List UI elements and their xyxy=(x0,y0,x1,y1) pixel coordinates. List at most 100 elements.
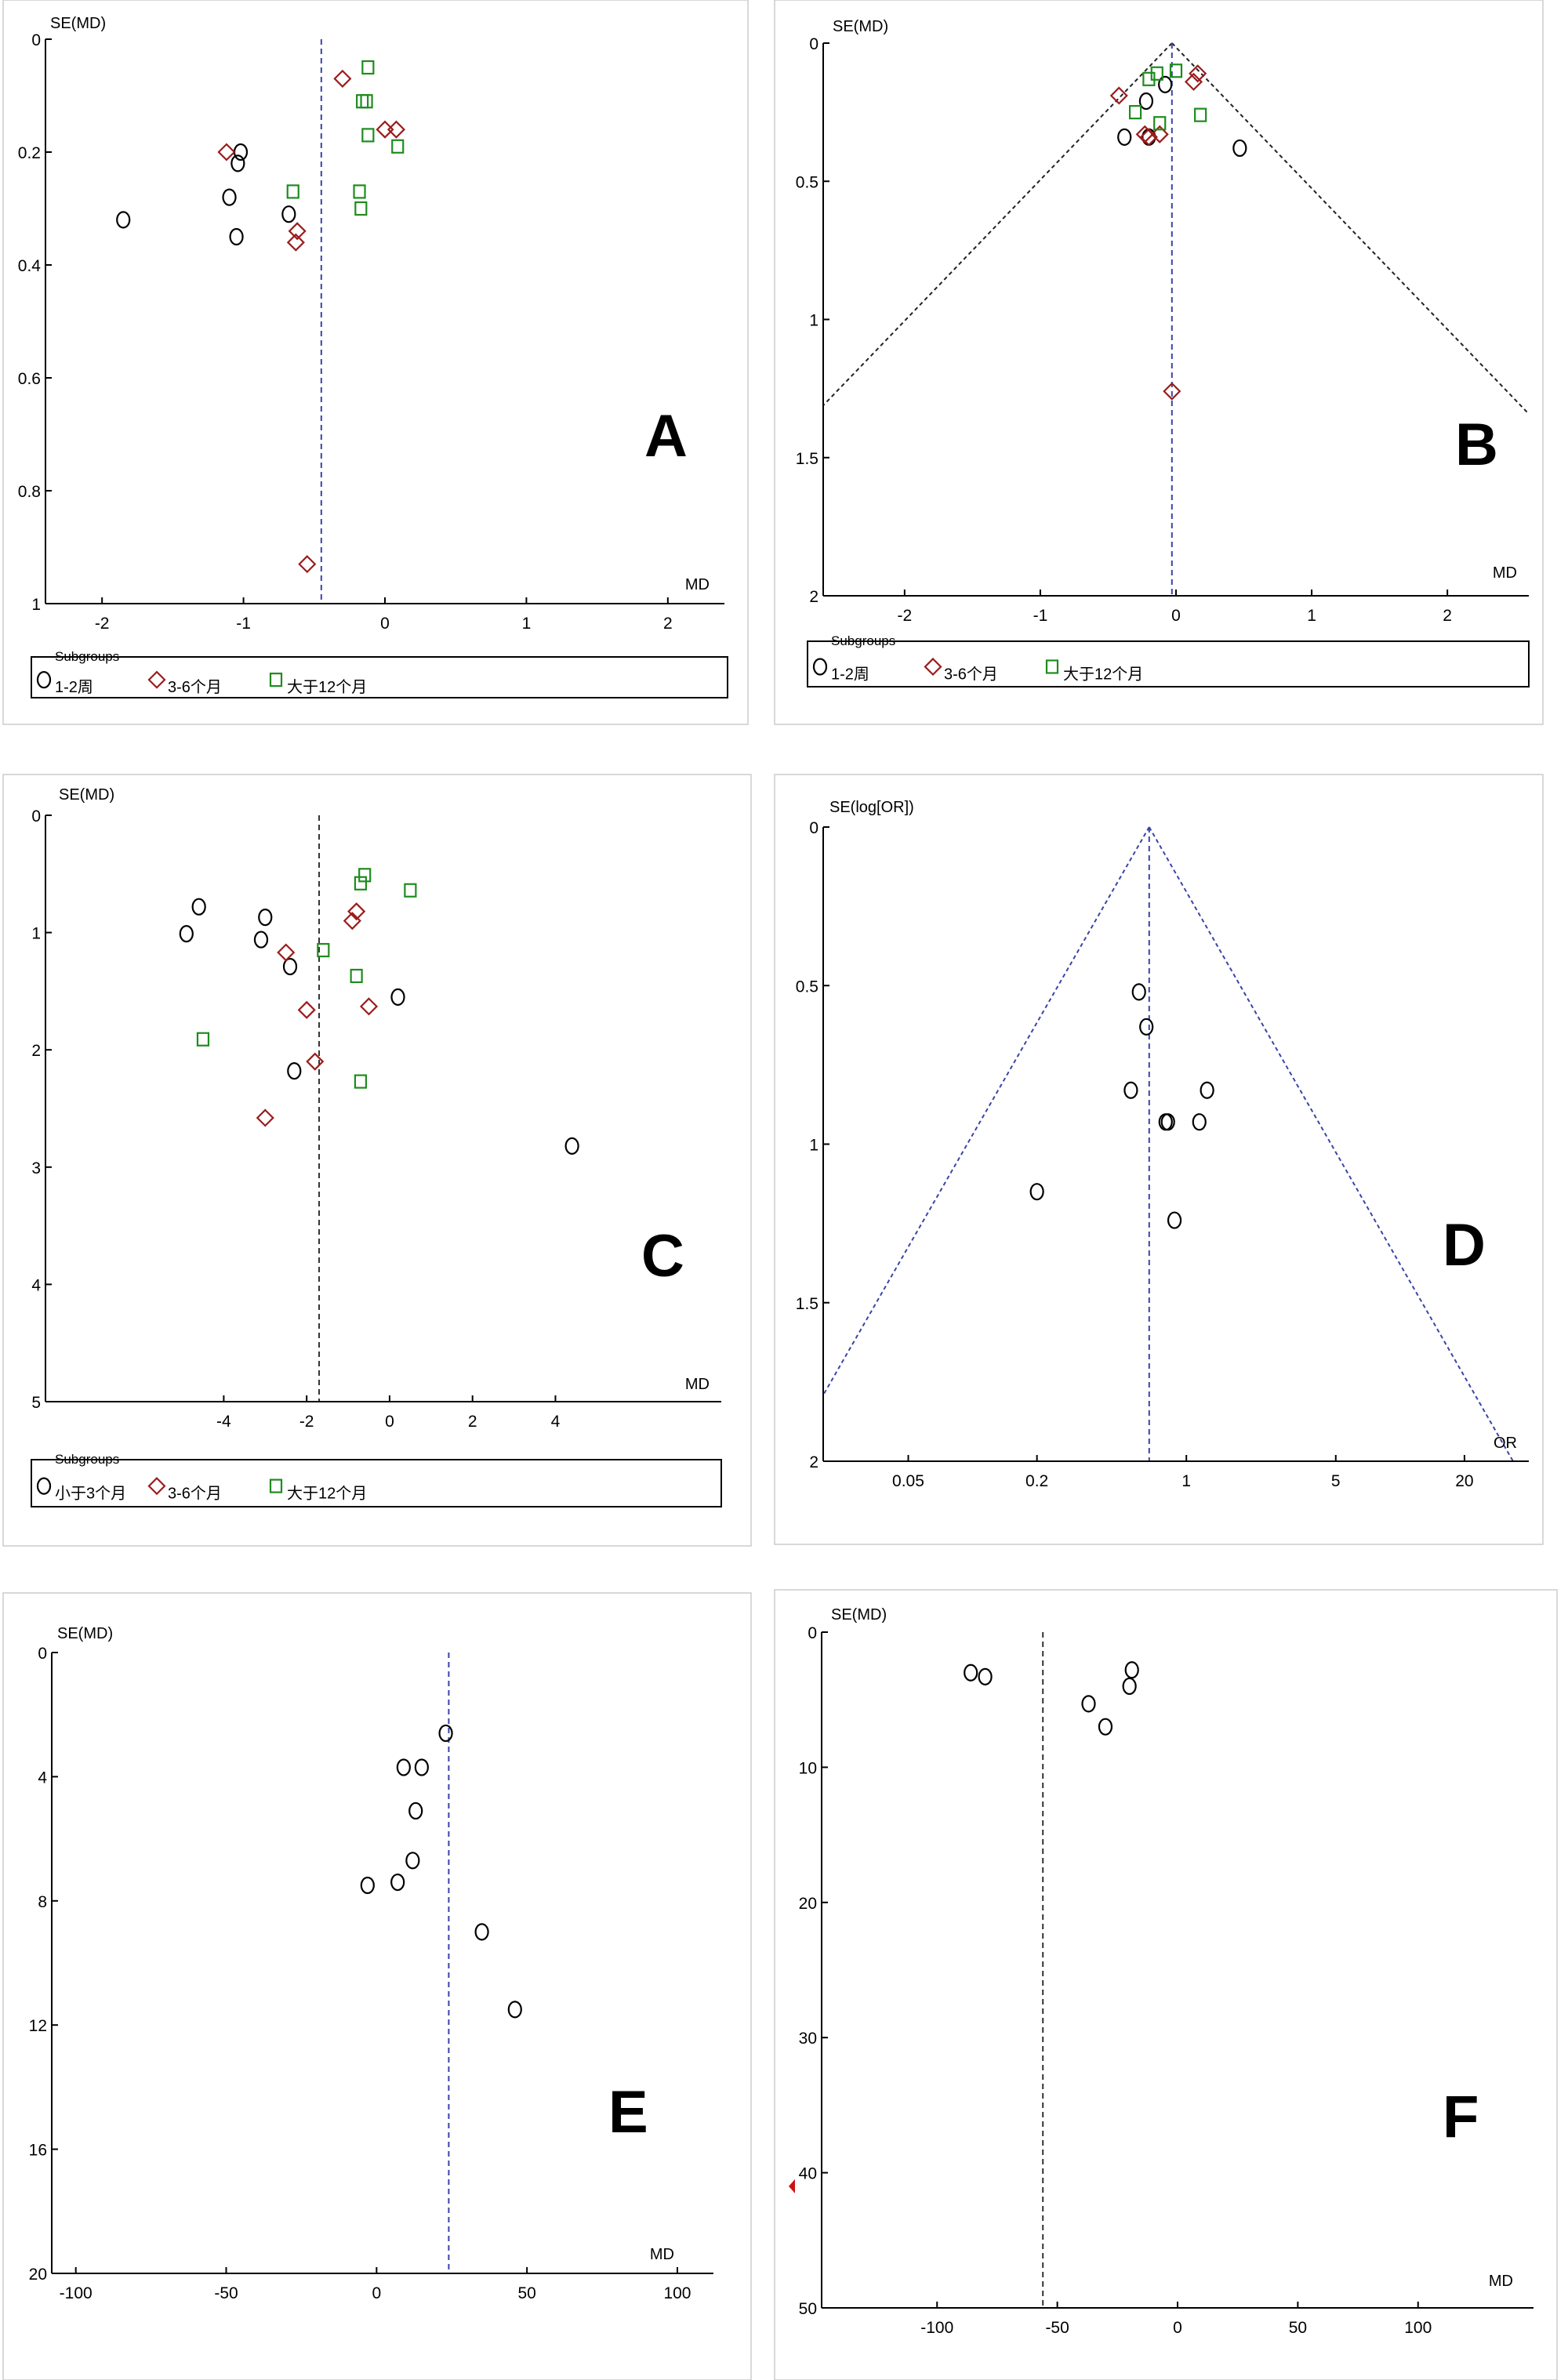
legend-marker xyxy=(147,1477,166,1496)
y-tick-label: 1 xyxy=(809,1137,818,1155)
data-point xyxy=(306,1052,325,1071)
data-point xyxy=(1153,116,1167,131)
y-tick-label: 20 xyxy=(799,1895,817,1913)
y-tick-label: 0 xyxy=(808,1624,817,1642)
legend-item: 大于12个月 xyxy=(287,678,367,696)
data-point xyxy=(286,233,305,252)
y-tick-label: 2 xyxy=(809,1453,818,1471)
x-tick-label: 0.05 xyxy=(892,1472,924,1490)
x-tick-label: 20 xyxy=(1455,1472,1473,1490)
x-tick-label: -100 xyxy=(920,2319,953,2337)
legend-marker xyxy=(147,670,166,689)
data-point xyxy=(230,154,245,172)
data-point xyxy=(358,868,372,883)
data-point xyxy=(1131,983,1146,1001)
data-point xyxy=(564,1137,579,1155)
data-point xyxy=(360,94,373,109)
legend-item: 3-6个月 xyxy=(168,1485,222,1503)
x-tick-label: -1 xyxy=(236,615,251,633)
data-point xyxy=(1163,382,1181,401)
panel-border xyxy=(774,1589,1558,2380)
y-tick-label: 4 xyxy=(38,1769,47,1787)
legend: Subgroups 小于3个月 3-6个月 大于12个月 xyxy=(31,1452,722,1507)
data-point xyxy=(414,1758,429,1776)
y-tick-label: 8 xyxy=(38,1893,47,1911)
data-point xyxy=(354,876,368,891)
data-point xyxy=(217,143,236,161)
y-tick-label: 30 xyxy=(799,2030,817,2048)
y-tick-label: 0.5 xyxy=(796,173,818,191)
x-tick-label: 0 xyxy=(372,2284,381,2302)
legend-box xyxy=(807,640,1530,688)
data-point xyxy=(978,1667,993,1685)
data-point xyxy=(333,69,352,88)
legend-marker xyxy=(36,1477,52,1495)
data-point xyxy=(297,1000,316,1019)
legend-marker xyxy=(269,673,283,688)
data-point xyxy=(1109,86,1128,105)
data-point xyxy=(964,1663,978,1682)
data-point xyxy=(1124,1661,1139,1679)
legend-item: 大于12个月 xyxy=(287,1485,367,1503)
funnel-left-line xyxy=(822,42,1173,406)
panel-c: 0 1 2 3 4 5 -4 -2 0 2 4 SE(MD) MD C Subgroups 小于3个月 3-6个… xyxy=(2,774,752,1547)
x-axis-label: MD xyxy=(1489,2273,1513,2290)
panel-border xyxy=(2,0,749,725)
y-axis-label: SE(MD) xyxy=(57,1625,113,1642)
panel-letter: F xyxy=(1443,2084,1479,2150)
axis-marker-icon xyxy=(789,2179,795,2193)
y-tick-label: 2 xyxy=(31,1042,41,1060)
data-point xyxy=(1158,75,1173,93)
y-tick-label: 10 xyxy=(799,1759,817,1777)
y-tick-label: 0 xyxy=(31,31,41,49)
data-point xyxy=(354,1074,368,1089)
y-tick-label: 50 xyxy=(799,2300,817,2318)
y-tick-label: 1 xyxy=(31,925,41,943)
y-axis-label: SE(MD) xyxy=(831,1606,887,1624)
x-tick-label: 0.2 xyxy=(1025,1472,1048,1490)
y-axis-label: SE(MD) xyxy=(833,18,888,35)
x-axis-label: MD xyxy=(1493,564,1517,582)
legend-item: 3-6个月 xyxy=(168,678,222,696)
data-point xyxy=(281,205,296,223)
panel-border xyxy=(774,774,1544,1545)
funnel-right-line xyxy=(1148,826,1514,1462)
data-point xyxy=(390,988,405,1006)
data-point xyxy=(361,128,375,143)
panel-a: 0 0.2 0.4 0.6 0.8 1 -2 -1 0 1 2 SE(MD) MD A Subgroups 1… xyxy=(2,0,749,725)
data-point xyxy=(277,943,296,962)
data-point xyxy=(359,997,379,1016)
legend-item: 小于3个月 xyxy=(55,1485,126,1503)
y-tick-label: 5 xyxy=(31,1394,41,1412)
data-point xyxy=(288,222,307,241)
panel-letter: B xyxy=(1455,412,1498,478)
data-point xyxy=(387,120,405,139)
data-point xyxy=(116,211,131,229)
panel-border xyxy=(774,0,1544,725)
data-point xyxy=(1150,125,1169,143)
data-point xyxy=(191,898,206,916)
data-point xyxy=(408,1801,423,1820)
x-tick-label: 50 xyxy=(517,2284,535,2302)
y-tick-label: 40 xyxy=(799,2165,817,2183)
x-tick-label: 100 xyxy=(663,2284,691,2302)
legend-marker xyxy=(924,657,942,677)
panel-f: 0 10 20 30 40 50 -100 -50 0 50 100 SE(MD) MD F xyxy=(774,1589,1558,2380)
data-point xyxy=(179,924,194,943)
data-point xyxy=(1192,1113,1207,1131)
data-point xyxy=(253,931,269,949)
legend-marker xyxy=(812,658,828,676)
x-tick-label: -2 xyxy=(299,1413,314,1431)
x-tick-label: 50 xyxy=(1289,2319,1307,2337)
x-axis-label: MD xyxy=(650,2246,674,2263)
data-point xyxy=(507,2001,522,2019)
data-point xyxy=(1194,107,1207,122)
data-point xyxy=(396,1758,411,1776)
data-point xyxy=(1029,1183,1044,1201)
y-tick-label: 0 xyxy=(38,1645,47,1663)
data-point xyxy=(1184,72,1203,91)
data-point xyxy=(1123,1081,1138,1099)
y-tick-label: 1 xyxy=(31,596,41,614)
legend-title: Subgroups xyxy=(55,1452,119,1467)
